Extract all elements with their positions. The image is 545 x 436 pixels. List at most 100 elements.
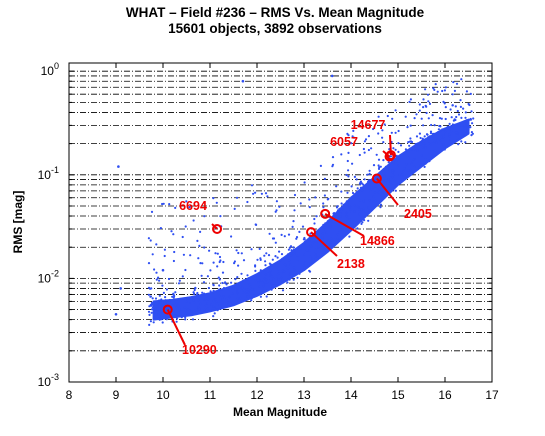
data-point: [422, 106, 425, 109]
data-point: [442, 143, 445, 146]
data-point: [421, 138, 425, 141]
data-point: [246, 200, 249, 204]
data-point: [253, 294, 256, 297]
data-point: [264, 192, 268, 195]
data-point: [166, 307, 169, 311]
highlighted-point-14866: [320, 208, 331, 219]
data-point: [216, 265, 219, 268]
data-point: [353, 175, 356, 178]
data-point: [198, 244, 201, 247]
data-point: [175, 320, 178, 323]
data-point: [348, 197, 351, 200]
data-point: [456, 134, 459, 137]
data-point: [158, 279, 161, 282]
data-point: [156, 307, 159, 311]
data-point: [119, 287, 122, 290]
data-point: [431, 132, 435, 135]
data-point: [246, 278, 249, 281]
data-point: [424, 144, 427, 147]
data-point: [221, 298, 224, 301]
data-point: [158, 318, 161, 321]
data-point: [217, 276, 220, 279]
data-point: [150, 308, 154, 311]
data-point: [405, 163, 408, 166]
data-point: [455, 115, 458, 119]
data-point: [347, 175, 350, 178]
data-point: [322, 206, 325, 209]
data-point: [470, 131, 473, 134]
data-point: [415, 113, 418, 116]
data-point: [280, 253, 284, 256]
data-point: [298, 272, 301, 275]
data-point: [323, 177, 326, 180]
data-point: [261, 281, 265, 284]
data-point: [206, 307, 209, 310]
data-point: [281, 289, 285, 292]
data-point: [247, 291, 250, 294]
data-point: [368, 169, 371, 172]
data-point: [163, 254, 166, 258]
data-point: [459, 105, 462, 108]
data-point: [250, 184, 254, 187]
data-point: [245, 290, 248, 293]
data-point: [161, 321, 164, 324]
data-point: [443, 89, 446, 92]
data-point: [184, 316, 187, 319]
data-point: [219, 296, 222, 299]
data-point: [340, 153, 343, 156]
data-point: [264, 281, 267, 284]
data-point: [199, 302, 202, 306]
data-point: [270, 263, 273, 266]
data-point: [373, 191, 377, 194]
data-point: [212, 315, 215, 318]
data-point: [264, 271, 268, 274]
data-point: [359, 186, 363, 189]
data-point: [218, 294, 221, 298]
data-point: [182, 253, 185, 256]
data-point: [292, 246, 295, 249]
data-point: [218, 255, 222, 259]
data-point: [254, 265, 257, 268]
data-point: [427, 117, 430, 120]
data-point: [397, 164, 400, 167]
data-point: [201, 291, 204, 294]
data-point: [347, 169, 350, 172]
data-point: [315, 241, 318, 244]
data-point: [377, 164, 380, 167]
data-point: [265, 252, 268, 255]
data-point: [336, 205, 339, 208]
data-point: [363, 219, 366, 222]
data-point: [149, 320, 152, 323]
data-point: [372, 127, 375, 131]
data-point: [212, 299, 215, 303]
annotation-leader-14866: [324, 212, 365, 237]
data-point: [466, 131, 469, 134]
data-point: [465, 119, 468, 122]
x-tick-label: 17: [485, 388, 499, 402]
data-point: [370, 186, 373, 189]
data-point: [438, 117, 442, 120]
data-point: [469, 92, 472, 95]
data-point: [346, 203, 350, 206]
data-point: [407, 141, 410, 144]
data-point: [409, 98, 412, 101]
data-point: [356, 205, 359, 208]
data-point: [426, 133, 429, 136]
data-point: [213, 312, 216, 315]
data-point: [461, 126, 464, 129]
data-point: [158, 308, 161, 311]
data-point: [309, 262, 312, 265]
data-point: [372, 186, 375, 189]
data-point: [262, 291, 265, 294]
data-point: [302, 238, 305, 241]
data-point: [453, 89, 456, 92]
data-point: [356, 227, 359, 230]
data-point: [234, 278, 237, 281]
data-point: [164, 299, 167, 302]
data-point: [291, 225, 294, 228]
data-point: [249, 294, 252, 298]
data-point: [303, 181, 306, 184]
data-point: [468, 126, 471, 129]
data-point: [327, 239, 330, 242]
data-point: [288, 273, 291, 276]
